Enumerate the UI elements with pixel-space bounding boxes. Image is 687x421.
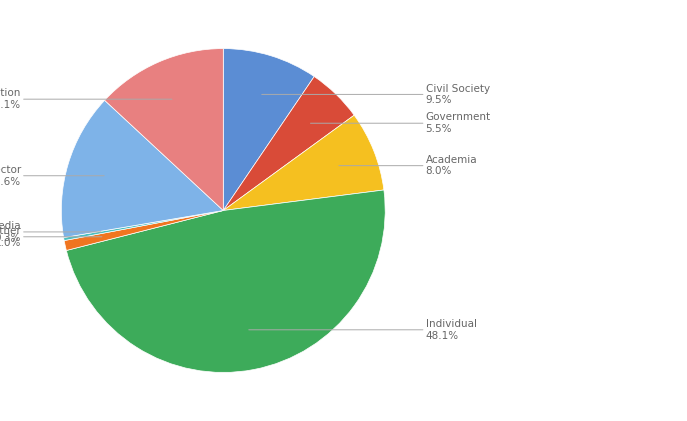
- Text: Did not identify affiliation
13.1%: Did not identify affiliation 13.1%: [0, 88, 172, 110]
- Wedge shape: [223, 115, 384, 210]
- Wedge shape: [64, 210, 223, 240]
- Wedge shape: [223, 77, 354, 210]
- Text: Academia
8.0%: Academia 8.0%: [339, 155, 477, 176]
- Text: Other
1.0%: Other 1.0%: [0, 226, 102, 248]
- Wedge shape: [223, 48, 314, 210]
- Text: Individual
48.1%: Individual 48.1%: [249, 319, 477, 341]
- Text: Private sector
14.6%: Private sector 14.6%: [0, 165, 104, 187]
- Wedge shape: [67, 190, 385, 373]
- Wedge shape: [104, 48, 223, 210]
- Text: Government
5.5%: Government 5.5%: [311, 112, 491, 134]
- Text: Civil Society
9.5%: Civil Society 9.5%: [262, 84, 490, 105]
- Wedge shape: [61, 100, 223, 237]
- Text: News Media
0.3%: News Media 0.3%: [0, 221, 101, 243]
- Wedge shape: [64, 210, 223, 250]
